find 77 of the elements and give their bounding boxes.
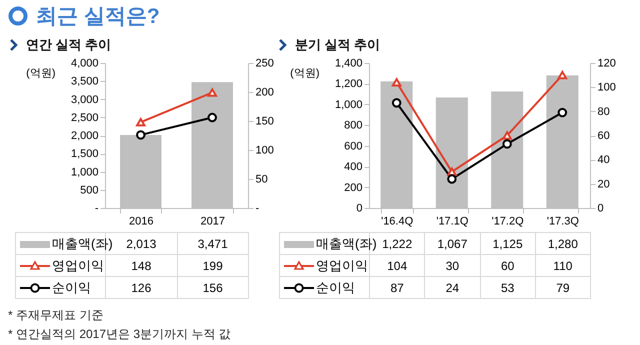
- point: [447, 174, 457, 184]
- data-label: 1,280: [535, 232, 590, 254]
- point: [392, 78, 402, 87]
- data-label: 30: [424, 254, 480, 276]
- point: [558, 70, 568, 80]
- legend-label: 매출액(좌): [316, 236, 377, 250]
- data-label: 53: [480, 276, 536, 298]
- point: [392, 98, 402, 108]
- y-tick-label: 1,500: [70, 148, 98, 160]
- legend-label: 영업이익: [52, 258, 104, 272]
- y2-tick-label: 20: [598, 178, 610, 190]
- text: * 연간실적의 2017년은 3분기까지 누적 값: [8, 326, 231, 343]
- data-label: 1,067: [424, 232, 480, 254]
- legend-label: 영업이익: [316, 258, 368, 272]
- x-tick-label: 2017: [200, 216, 225, 228]
- y2-tick-label: 200: [256, 86, 274, 98]
- y-tick-label: 0: [356, 202, 362, 214]
- y-tick-label: 1,000: [334, 98, 362, 111]
- y-tick-label: 1,200: [334, 78, 362, 90]
- point: [502, 131, 512, 140]
- data-label: 60: [480, 254, 536, 276]
- x-tick-label: 2016: [129, 216, 154, 228]
- y2-tick-label: 50: [256, 174, 268, 186]
- legend-label: 순이익: [316, 280, 355, 294]
- data-label: 104: [370, 254, 425, 276]
- y-tick-label: 2,500: [70, 112, 98, 124]
- y2-tick-label: 0: [598, 202, 604, 214]
- y2-tick-label: 80: [598, 106, 610, 118]
- data-label: 1,125: [480, 232, 536, 254]
- y2-tick-label: 40: [598, 154, 610, 166]
- point: [502, 139, 512, 149]
- x-tick-label: '17.3Q: [546, 216, 580, 228]
- point: [447, 168, 457, 176]
- data-label: 148: [106, 254, 177, 276]
- y-tick-label: 1,400: [334, 58, 362, 70]
- y2-tick-label: 60: [598, 130, 610, 142]
- data-label: 3,471: [177, 232, 248, 254]
- text: 최근 실적은?: [36, 4, 160, 30]
- y-axis-title: (억원): [26, 68, 56, 80]
- y-tick-label: -: [94, 202, 99, 214]
- x-tick-label: '17.2Q: [492, 216, 524, 228]
- x-tick-label: '16.4Q: [381, 216, 414, 228]
- data-label: 1,222: [382, 236, 412, 250]
- y-tick-label: 400: [344, 161, 362, 174]
- legend-label: 순이익: [52, 280, 91, 294]
- legend-label: 매출액(좌): [52, 236, 113, 250]
- y2-tick-label: 100: [598, 82, 616, 94]
- y2-tick-label: -: [256, 202, 260, 214]
- x-tick-label: '17.1Q: [436, 216, 469, 228]
- y2-tick-label: 250: [256, 58, 274, 70]
- y-tick-label: 200: [344, 182, 362, 194]
- y-tick-label: 800: [344, 120, 362, 132]
- data-label: 79: [535, 276, 590, 298]
- chart-title: 분기 실적 추이: [295, 36, 380, 54]
- point: [136, 130, 146, 140]
- y-tick-label: 500: [80, 184, 98, 196]
- point: [208, 112, 217, 122]
- data-label: 126: [106, 276, 177, 298]
- data-label: 24: [424, 276, 480, 298]
- data-label: 156: [177, 276, 248, 298]
- data-label: 2,013: [126, 236, 156, 250]
- y-tick-label: 1,000: [70, 166, 98, 178]
- y-axis-title: (억원): [290, 68, 320, 80]
- text: * 주재무제표 기준: [8, 307, 104, 324]
- y-tick-label: 4,000: [70, 58, 98, 70]
- y2-tick-label: 100: [256, 144, 274, 156]
- y2-tick-label: 150: [256, 116, 274, 128]
- y-tick-label: 2,000: [70, 130, 98, 142]
- y-tick-label: 3,000: [70, 94, 98, 106]
- point: [558, 108, 568, 118]
- y-tick-label: 3,500: [70, 76, 98, 88]
- data-label: 110: [535, 254, 590, 276]
- data-label: 87: [370, 276, 425, 298]
- y-tick-label: 600: [344, 140, 362, 152]
- chart-title: 연간 실적 추이: [26, 36, 112, 54]
- data-label: 199: [177, 254, 248, 276]
- y2-tick-label: 120: [598, 58, 616, 70]
